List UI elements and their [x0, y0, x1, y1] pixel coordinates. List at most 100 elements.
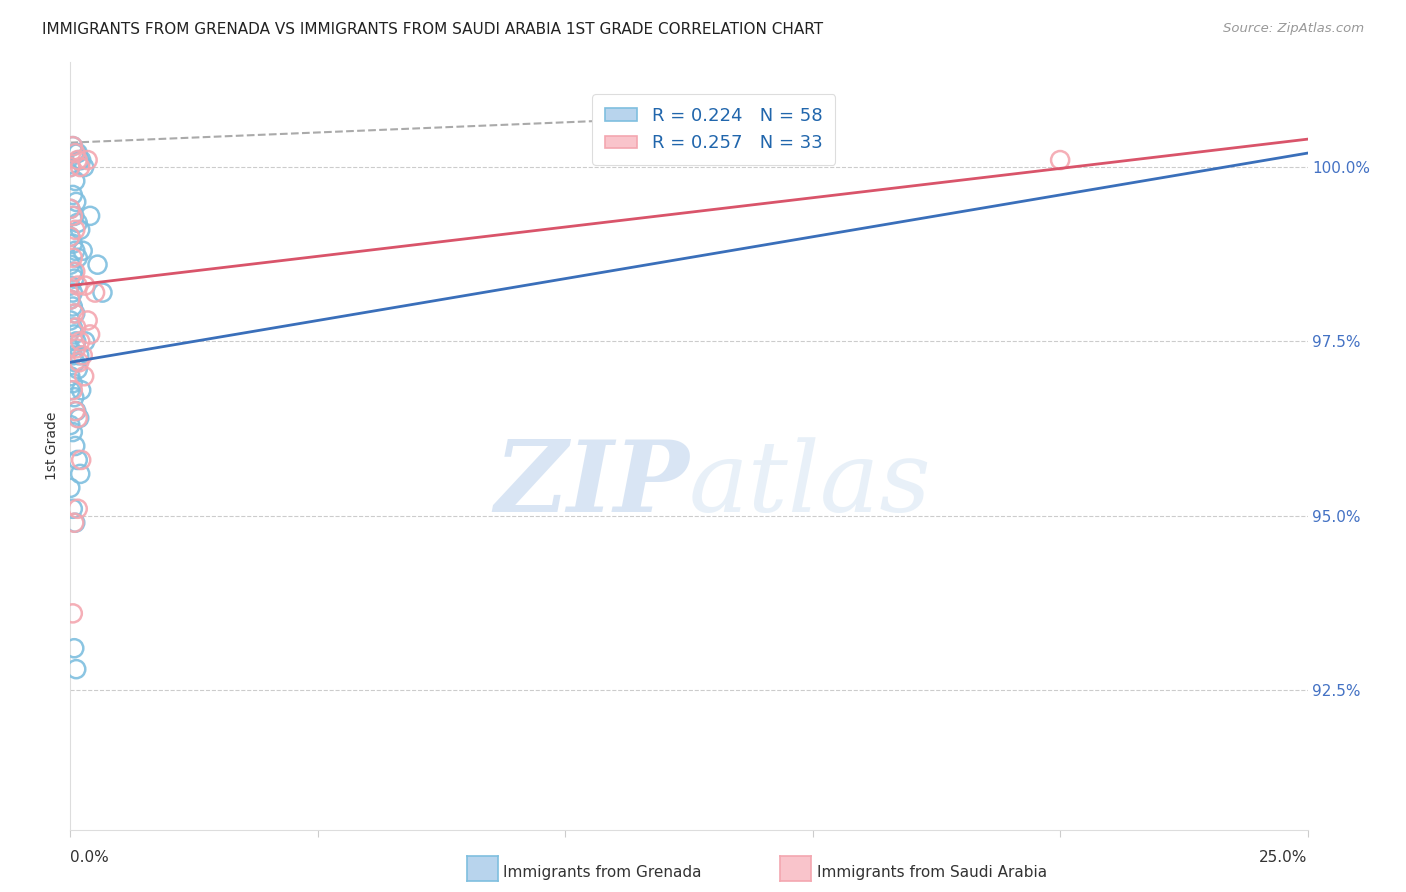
Point — [65, 265, 87, 279]
Point — [59, 418, 82, 433]
Point — [65, 334, 87, 349]
Point — [66, 453, 89, 467]
Point — [62, 251, 84, 265]
Point — [69, 334, 91, 349]
Point — [59, 258, 82, 272]
Point — [91, 285, 114, 300]
Text: Source: ZipAtlas.com: Source: ZipAtlas.com — [1223, 22, 1364, 36]
Point — [79, 327, 101, 342]
Point — [59, 160, 82, 174]
Point — [70, 153, 93, 167]
Point — [65, 439, 87, 453]
Point — [76, 313, 98, 327]
Point — [66, 216, 89, 230]
Point — [73, 369, 96, 384]
Point — [1049, 153, 1071, 167]
Point — [59, 229, 82, 244]
Text: ZIP: ZIP — [494, 436, 689, 533]
Point — [69, 160, 91, 174]
Point — [72, 244, 94, 258]
Point — [59, 313, 82, 327]
Point — [63, 271, 86, 285]
Point — [63, 516, 86, 530]
Point — [75, 334, 97, 349]
Point — [62, 425, 84, 439]
Point — [66, 278, 89, 293]
Point — [63, 641, 86, 656]
Point — [65, 355, 87, 369]
Point — [59, 160, 82, 174]
Point — [66, 153, 89, 167]
Text: 0.0%: 0.0% — [70, 850, 110, 865]
Point — [62, 265, 84, 279]
Point — [65, 342, 87, 356]
Point — [67, 355, 90, 369]
Point — [62, 188, 84, 202]
Text: Immigrants from Saudi Arabia: Immigrants from Saudi Arabia — [817, 865, 1047, 880]
Point — [65, 194, 87, 209]
Point — [79, 209, 101, 223]
Point — [72, 348, 94, 362]
Text: IMMIGRANTS FROM GRENADA VS IMMIGRANTS FROM SAUDI ARABIA 1ST GRADE CORRELATION CH: IMMIGRANTS FROM GRENADA VS IMMIGRANTS FR… — [42, 22, 824, 37]
Point — [59, 202, 82, 216]
Point — [59, 383, 82, 397]
Point — [62, 209, 84, 223]
Point — [66, 362, 89, 376]
Point — [66, 251, 89, 265]
Point — [65, 146, 87, 161]
Point — [59, 342, 82, 356]
Point — [62, 383, 84, 397]
Point — [69, 223, 91, 237]
Point — [65, 320, 87, 334]
Point — [65, 516, 87, 530]
Point — [62, 376, 84, 391]
Point — [75, 278, 97, 293]
Point — [70, 383, 93, 397]
Point — [65, 404, 87, 418]
Point — [62, 501, 84, 516]
Point — [86, 258, 108, 272]
Point — [84, 285, 107, 300]
Point — [59, 202, 82, 216]
Point — [63, 146, 86, 161]
Point — [65, 223, 87, 237]
Point — [63, 306, 86, 320]
Point — [67, 153, 90, 167]
Point — [62, 139, 84, 153]
Text: atlas: atlas — [689, 437, 932, 532]
Point — [59, 278, 82, 293]
Legend: R = 0.224   N = 58, R = 0.257   N = 33: R = 0.224 N = 58, R = 0.257 N = 33 — [592, 95, 835, 165]
Point — [62, 300, 84, 314]
Point — [62, 320, 84, 334]
Point — [62, 139, 84, 153]
Point — [62, 236, 84, 251]
Point — [65, 174, 87, 188]
Point — [63, 390, 86, 404]
Point — [70, 453, 93, 467]
Point — [67, 348, 90, 362]
Point — [65, 306, 87, 320]
Point — [65, 146, 87, 161]
Point — [66, 501, 89, 516]
Point — [59, 293, 82, 307]
Text: 25.0%: 25.0% — [1260, 850, 1308, 865]
Point — [59, 229, 82, 244]
Point — [65, 244, 87, 258]
Point — [69, 467, 91, 481]
Point — [66, 411, 89, 425]
Point — [62, 285, 84, 300]
Point — [62, 348, 84, 362]
Point — [63, 327, 86, 342]
Point — [62, 607, 84, 621]
Point — [73, 160, 96, 174]
Point — [65, 404, 87, 418]
Point — [76, 153, 98, 167]
Point — [67, 411, 90, 425]
Point — [66, 146, 89, 161]
Point — [65, 662, 87, 676]
Y-axis label: 1st Grade: 1st Grade — [45, 412, 59, 480]
Text: Immigrants from Grenada: Immigrants from Grenada — [503, 865, 702, 880]
Point — [59, 293, 82, 307]
Point — [59, 369, 82, 384]
Point — [63, 209, 86, 223]
